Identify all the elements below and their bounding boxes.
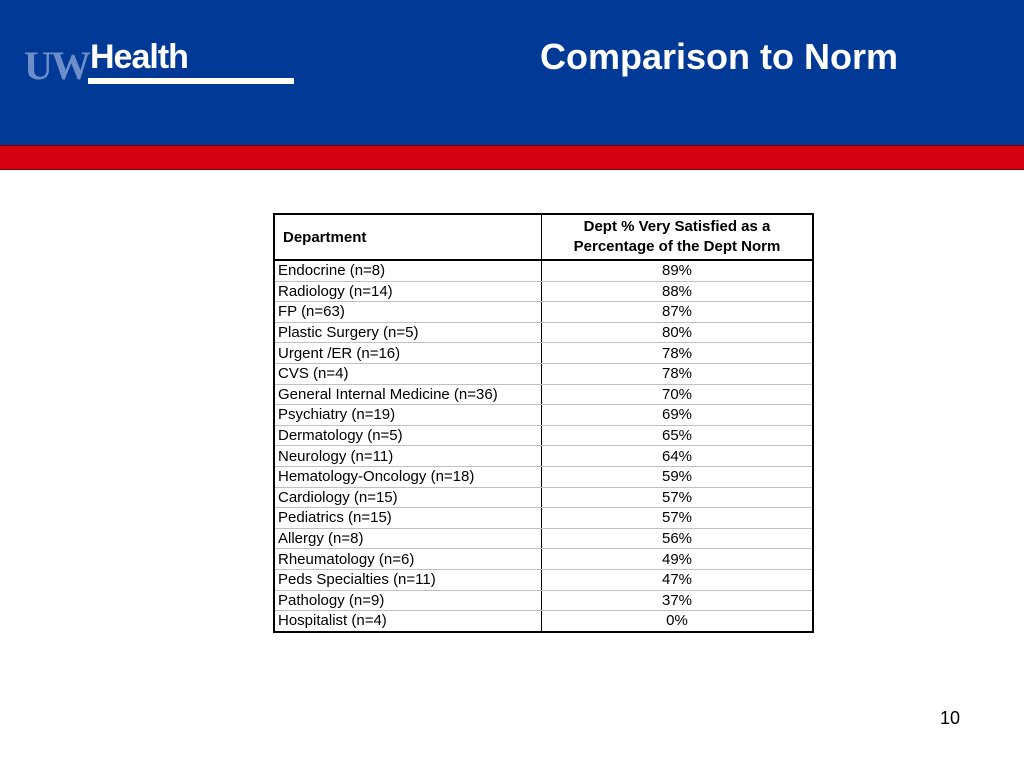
table-row: Neurology (n=11) 64%: [273, 445, 814, 467]
slide-title: Comparison to Norm: [540, 36, 899, 77]
uw-health-logo: UW Health: [24, 38, 304, 90]
department-cell: FP (n=63): [273, 301, 542, 323]
table-row: Cardiology (n=15) 57%: [273, 487, 814, 509]
table-row: FP (n=63) 87%: [273, 301, 814, 323]
table-body: Endocrine (n=8) 89% Radiology (n=14) 88% FP …: [273, 260, 814, 632]
percentage-cell: 57%: [541, 507, 814, 529]
logo-health-text: Health: [90, 38, 189, 76]
logo-uw-text: UW: [24, 43, 91, 88]
department-cell: General Internal Medicine (n=36): [273, 384, 542, 406]
percentage-cell: 0%: [541, 610, 814, 632]
page-number: 10: [940, 708, 961, 728]
percentage-cell: 87%: [541, 301, 814, 323]
department-cell: Dermatology (n=5): [273, 425, 542, 447]
department-cell: Peds Specialties (n=11): [273, 569, 542, 591]
table-row: Plastic Surgery (n=5) 80%: [273, 322, 814, 344]
percentage-cell: 89%: [541, 260, 814, 282]
percentage-cell: 49%: [541, 548, 814, 570]
table-row: Peds Specialties (n=11) 47%: [273, 569, 814, 591]
department-cell: Rheumatology (n=6): [273, 548, 542, 570]
percentage-cell: 65%: [541, 425, 814, 447]
table-header-row: Department Dept % Very Satisfied as a Pe…: [273, 213, 814, 261]
table-row: General Internal Medicine (n=36) 70%: [273, 384, 814, 406]
department-cell: Pediatrics (n=15): [273, 507, 542, 529]
table-row: Rheumatology (n=6) 49%: [273, 548, 814, 570]
department-cell: CVS (n=4): [273, 363, 542, 385]
percentage-cell: 70%: [541, 384, 814, 406]
table-row: Radiology (n=14) 88%: [273, 281, 814, 303]
department-cell: Urgent /ER (n=16): [273, 342, 542, 364]
percentage-cell: 80%: [541, 322, 814, 344]
table-row: Pediatrics (n=15) 57%: [273, 507, 814, 529]
department-cell: Psychiatry (n=19): [273, 404, 542, 426]
percentage-cell: 78%: [541, 342, 814, 364]
department-cell: Cardiology (n=15): [273, 487, 542, 509]
percentage-cell: 88%: [541, 281, 814, 303]
department-cell: Plastic Surgery (n=5): [273, 322, 542, 344]
department-cell: Pathology (n=9): [273, 590, 542, 612]
comparison-table: Department Dept % Very Satisfied as a Pe…: [273, 213, 814, 633]
red-accent-bar: [0, 145, 1024, 170]
percentage-cell: 57%: [541, 487, 814, 509]
percentage-cell: 56%: [541, 528, 814, 550]
table-row: CVS (n=4) 78%: [273, 363, 814, 385]
department-cell: Neurology (n=11): [273, 445, 542, 467]
logo-underline: [88, 78, 294, 84]
department-cell: Endocrine (n=8): [273, 260, 542, 282]
department-cell: Allergy (n=8): [273, 528, 542, 550]
table-row: Hospitalist (n=4) 0%: [273, 610, 814, 632]
table-row: Hematology-Oncology (n=18) 59%: [273, 466, 814, 488]
percentage-cell: 47%: [541, 569, 814, 591]
table-row: Dermatology (n=5) 65%: [273, 425, 814, 447]
percentage-cell: 78%: [541, 363, 814, 385]
header-banner: UW Health Comparison to Norm: [0, 0, 1024, 145]
percentage-cell: 59%: [541, 466, 814, 488]
table-row: Psychiatry (n=19) 69%: [273, 404, 814, 426]
department-cell: Radiology (n=14): [273, 281, 542, 303]
column-header-percentage: Dept % Very Satisfied as a Percentage of…: [541, 213, 814, 261]
table-row: Endocrine (n=8) 89%: [273, 260, 814, 282]
table-row: Urgent /ER (n=16) 78%: [273, 342, 814, 364]
department-cell: Hematology-Oncology (n=18): [273, 466, 542, 488]
table-row: Pathology (n=9) 37%: [273, 590, 814, 612]
percentage-cell: 69%: [541, 404, 814, 426]
department-cell: Hospitalist (n=4): [273, 610, 542, 632]
percentage-cell: 37%: [541, 590, 814, 612]
column-header-department: Department: [273, 213, 542, 261]
percentage-cell: 64%: [541, 445, 814, 467]
table-row: Allergy (n=8) 56%: [273, 528, 814, 550]
